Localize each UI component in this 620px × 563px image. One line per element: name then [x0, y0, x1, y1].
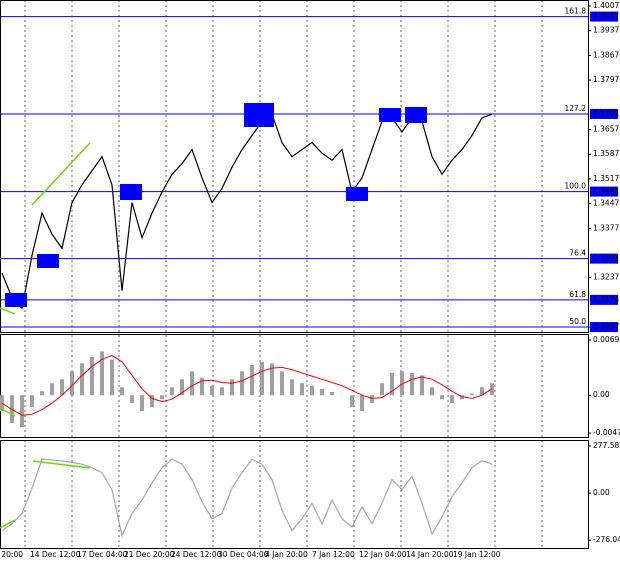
histogram-bar	[440, 395, 444, 400]
histogram-bar	[410, 372, 414, 396]
y-tick-label: 1.3517	[593, 174, 619, 183]
y-tick-label: 1.3447	[593, 199, 619, 208]
histogram-bar	[160, 395, 164, 400]
x-tick-label: 21 Dec 20:00	[124, 550, 175, 559]
x-tick-label: 24 Dec 12:00	[171, 550, 222, 559]
x-tick-label: 30 Dec 04:00	[218, 550, 269, 559]
y-tick-label: 0.00	[593, 488, 610, 497]
y-tick-label: 1.3237	[593, 273, 619, 282]
x-tick-label: 17 Dec 04:00	[77, 550, 128, 559]
y-tick-label: 1.3937	[593, 26, 619, 35]
x-tick-label: c 20:00	[0, 550, 23, 559]
histogram-bar	[330, 392, 334, 396]
y-tick-label: -276.045	[593, 535, 620, 544]
level-value-box	[590, 294, 618, 305]
histogram-bar	[70, 371, 74, 396]
histogram-bar	[180, 379, 184, 396]
level-name: 50.0	[569, 317, 586, 326]
level-value: 1.3291	[593, 254, 619, 263]
histogram-bar	[60, 379, 64, 396]
histogram-bar	[360, 395, 364, 412]
histogram-bar	[270, 363, 274, 396]
level-value: 1.3481	[593, 187, 619, 196]
x-tick-label: 7 Jan 12:00	[312, 550, 355, 559]
histogram-bar	[90, 357, 94, 396]
histogram-bar	[50, 383, 54, 396]
histogram-bar	[450, 395, 454, 404]
histogram-bar	[280, 371, 284, 396]
histogram-bar	[220, 387, 224, 396]
histogram-bar	[320, 388, 324, 396]
level-value-box	[590, 186, 618, 197]
histogram-bar	[350, 395, 354, 408]
divergence-lines	[0, 142, 91, 529]
level-value-box	[590, 108, 618, 119]
level-name: 127.2	[565, 104, 587, 113]
pane-borders	[0, 0, 589, 549]
histogram-bar	[470, 393, 474, 396]
histogram-bar	[100, 351, 104, 396]
x-tick-label: 4 Jan 20:00	[265, 550, 308, 559]
level-markers	[5, 103, 427, 307]
histogram-bar	[300, 383, 304, 396]
level-value: 1.3097	[593, 322, 619, 331]
histogram-bar	[210, 385, 214, 396]
histogram-bar	[240, 371, 244, 396]
histogram-bar	[430, 387, 434, 396]
histogram-bar	[260, 361, 264, 396]
histogram-bar	[150, 395, 154, 408]
grid-verticals	[24, 0, 543, 548]
histogram-bar	[170, 387, 174, 396]
y-tick-label: 0.00694	[593, 335, 620, 344]
level-name: 61.8	[569, 290, 586, 299]
histogram-bar	[370, 395, 374, 404]
histogram-bar	[380, 383, 384, 396]
y-tick-label: 1.3657	[593, 124, 619, 133]
histogram-bar	[110, 359, 114, 396]
y-tick-label: 1.3867	[593, 50, 619, 59]
level-name: 76.4	[569, 249, 586, 258]
histogram-bar	[140, 395, 144, 412]
x-tick-label: 14 Dec 12:00	[30, 550, 81, 559]
histogram-bar	[130, 395, 134, 404]
histogram-bar	[310, 385, 314, 396]
histogram-bar	[290, 379, 294, 396]
level-name: 100.0	[565, 182, 587, 191]
y-tick-label: 277.5886	[593, 441, 620, 450]
histogram-bar	[390, 372, 394, 396]
level-value: 1.3701	[593, 109, 619, 118]
level-value: 1.3977	[593, 12, 619, 21]
histogram-bar	[80, 363, 84, 396]
level-value: 1.3174	[593, 295, 619, 304]
y-tick-label: 0.00	[593, 390, 610, 399]
y-tick-label: 1.3587	[593, 149, 619, 158]
histogram-bar	[120, 387, 124, 396]
signal-line	[1, 354, 493, 416]
x-tick-label: 12 Jan 04:00	[359, 550, 407, 559]
y-tick-label: 1.4007	[593, 1, 619, 10]
histogram-bar	[420, 375, 424, 396]
histogram-bar	[190, 371, 194, 396]
y-tick-label: 1.3377	[593, 223, 619, 232]
histogram-bar	[20, 395, 24, 428]
x-tick-label: 14 Jan 20:00	[406, 550, 454, 559]
histogram-bar	[400, 371, 404, 396]
level-value-box	[590, 11, 618, 22]
level-value-box	[590, 322, 618, 333]
histogram-bar	[30, 395, 34, 408]
series-line	[1, 458, 493, 538]
y-tick-label: 1.3797	[593, 75, 619, 84]
histogram-bar	[230, 379, 234, 396]
x-tick-label: 19 Jan 12:00	[453, 550, 501, 559]
histogram-bar	[200, 377, 204, 396]
histogram-bar	[40, 391, 44, 396]
histogram-bar	[480, 387, 484, 396]
level-name: 161.8	[565, 7, 587, 16]
level-value-box	[590, 253, 618, 264]
histogram-bar	[250, 364, 254, 396]
y-tick-label: -0.00475	[593, 428, 620, 437]
